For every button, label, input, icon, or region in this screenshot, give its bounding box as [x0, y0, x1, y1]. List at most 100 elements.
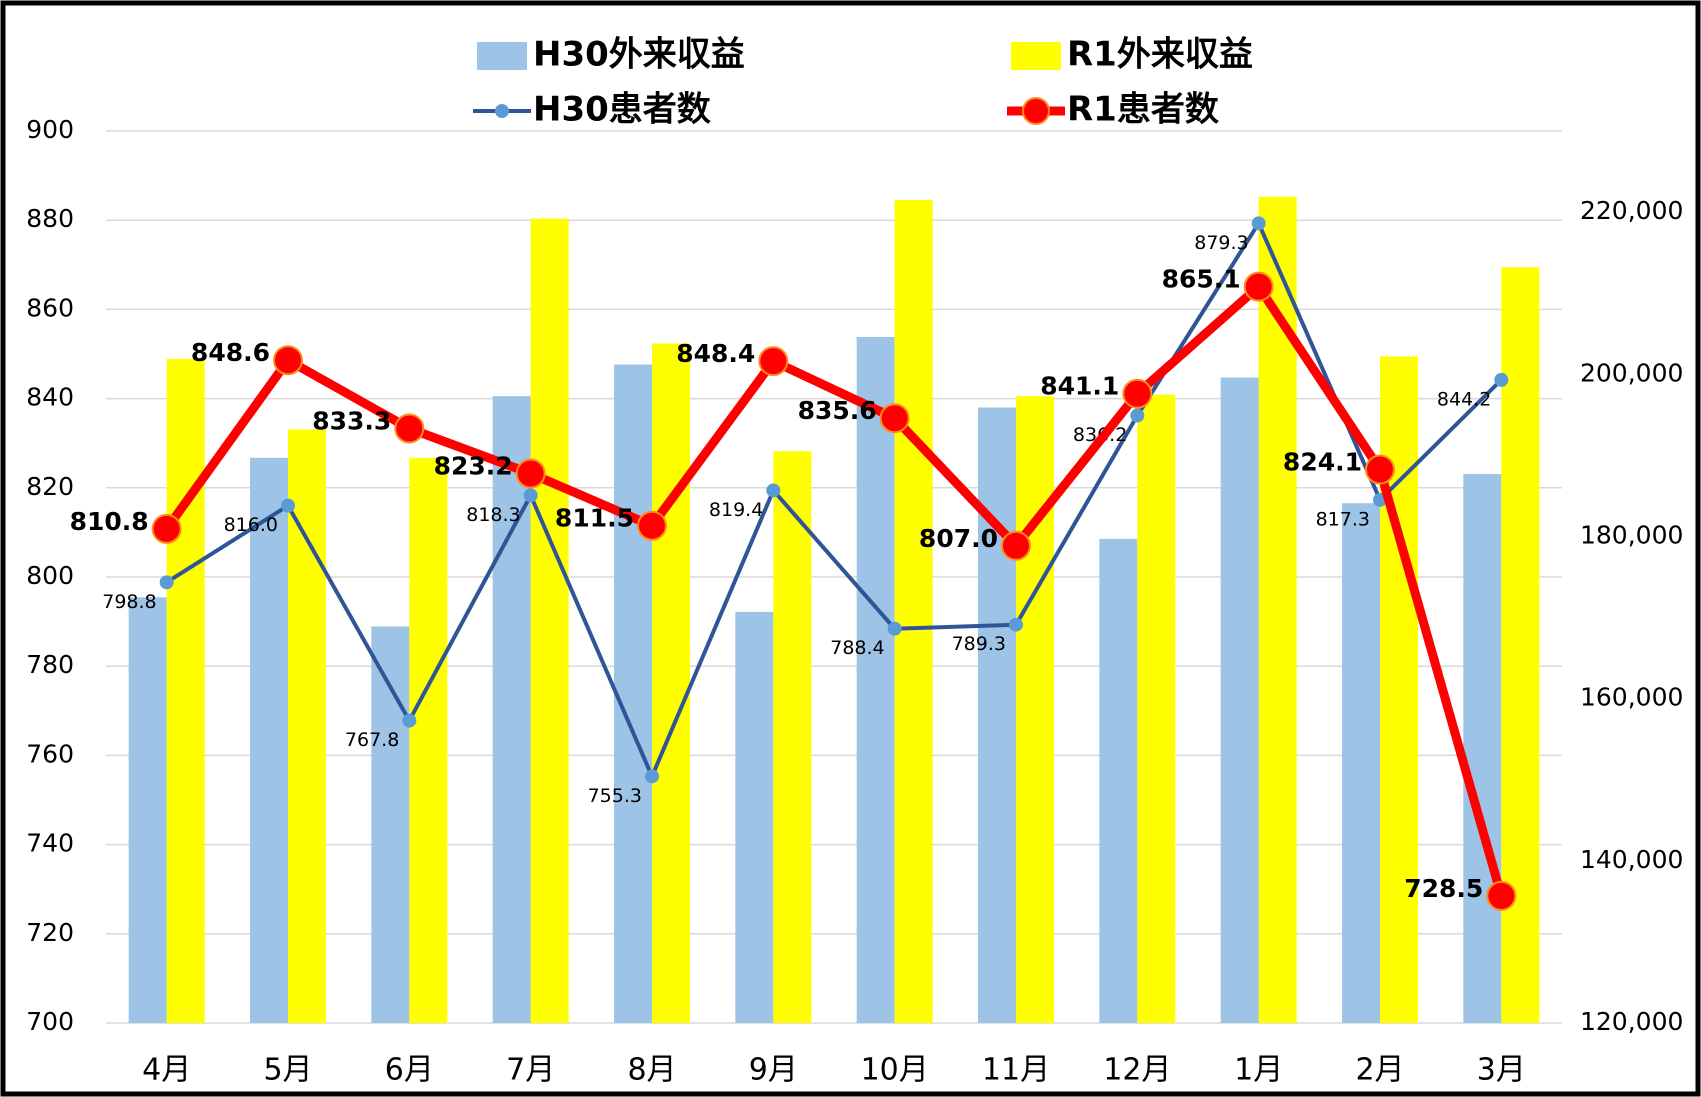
x-tick-label: 5月 [263, 1053, 312, 1088]
legend-label: R1外来収益 [1067, 35, 1253, 75]
legend-marker [495, 104, 509, 118]
data-label: 798.8 [102, 591, 156, 613]
x-tick-label: 7月 [506, 1053, 555, 1088]
bar [371, 626, 410, 1023]
data-label: 767.8 [345, 729, 399, 751]
point [887, 621, 902, 636]
y-tick-label: 800 [26, 561, 74, 590]
data-label: 824.1 [1283, 448, 1362, 477]
point [402, 713, 417, 728]
y-tick-label: 820 [26, 472, 74, 501]
y-tick-label: 780 [26, 650, 74, 679]
data-label: 818.3 [466, 504, 520, 526]
x-tick-label: 12月 [1103, 1053, 1171, 1088]
data-label: 841.1 [1040, 372, 1119, 401]
data-label: 728.5 [1404, 874, 1483, 903]
bar [1099, 538, 1138, 1023]
point [1122, 378, 1153, 409]
bar [1220, 377, 1259, 1023]
y-tick-label: 840 [26, 383, 74, 412]
data-label: 823.2 [434, 452, 513, 481]
data-label: 811.5 [555, 504, 634, 533]
point [1009, 617, 1023, 632]
data-label: 817.3 [1316, 508, 1370, 530]
bar [894, 199, 933, 1024]
point [766, 483, 781, 498]
y-tick-label: 720 [26, 918, 74, 947]
bar [614, 364, 652, 1023]
data-label: 789.3 [952, 633, 1006, 655]
data-label: 816.0 [224, 514, 278, 536]
bar [1463, 474, 1502, 1024]
line [165, 221, 1503, 779]
x-tick-label: 11月 [982, 1053, 1050, 1088]
y-tick-label: 880 [26, 204, 74, 233]
x-tick-label: 1月 [1234, 1053, 1283, 1088]
x-tick-label: 2月 [1355, 1053, 1404, 1088]
y2-tick-label: 160,000 [1580, 683, 1683, 712]
legend-swatch [1011, 42, 1061, 70]
point [1243, 271, 1274, 302]
point [1130, 408, 1145, 423]
x-tick-label: 6月 [385, 1053, 434, 1088]
point [159, 575, 174, 590]
line [163, 282, 1506, 898]
data-label: 835.6 [798, 396, 877, 425]
y2-tick-label: 140,000 [1580, 845, 1683, 874]
bar [530, 218, 569, 1023]
point [515, 458, 546, 489]
data-label: 788.4 [830, 637, 884, 659]
bar [250, 457, 288, 1023]
point [1365, 454, 1395, 485]
y2-tick-label: 200,000 [1580, 358, 1683, 387]
data-label: 810.8 [70, 507, 149, 536]
bar [1342, 503, 1380, 1023]
data-label: 848.4 [676, 339, 755, 368]
data-label: 848.6 [191, 338, 270, 367]
x-tick-label: 10月 [861, 1053, 929, 1088]
legend-label: H30外来収益 [533, 35, 745, 75]
point [281, 498, 295, 513]
point [523, 488, 538, 503]
bar [492, 396, 531, 1024]
y-tick-label: 900 [26, 115, 74, 144]
point [1486, 880, 1517, 911]
point [879, 403, 910, 434]
bar [652, 343, 690, 1023]
data-label: 807.0 [919, 524, 998, 553]
bar [166, 358, 205, 1023]
point [1251, 216, 1266, 231]
point [394, 413, 425, 444]
point [1001, 530, 1031, 561]
bar [128, 597, 167, 1023]
bar [409, 457, 448, 1023]
data-label: 833.3 [312, 406, 391, 435]
x-tick-label: 8月 [627, 1053, 676, 1088]
point [151, 513, 182, 544]
point [273, 345, 303, 376]
bar [856, 336, 895, 1023]
data-label: 865.1 [1162, 265, 1241, 294]
data-label: 819.4 [709, 499, 763, 521]
y2-tick-label: 220,000 [1580, 196, 1683, 225]
bar [288, 429, 326, 1023]
bar [773, 451, 812, 1023]
bar [1016, 396, 1054, 1024]
legend-swatch [477, 42, 527, 70]
x-tick-label: 3月 [1477, 1053, 1526, 1088]
point [645, 769, 659, 784]
bar [1137, 394, 1176, 1024]
bar [978, 407, 1016, 1023]
data-label: 755.3 [588, 785, 642, 807]
data-label: 844.2 [1437, 388, 1491, 410]
y-tick-label: 860 [26, 293, 74, 322]
y-tick-label: 740 [26, 829, 74, 858]
legend-marker [1022, 97, 1050, 125]
bar [735, 611, 774, 1023]
y2-tick-label: 180,000 [1580, 520, 1683, 549]
y-tick-label: 760 [26, 739, 74, 768]
data-label: 879.3 [1194, 232, 1248, 254]
y2-tick-label: 120,000 [1580, 1007, 1683, 1036]
point [758, 346, 789, 377]
